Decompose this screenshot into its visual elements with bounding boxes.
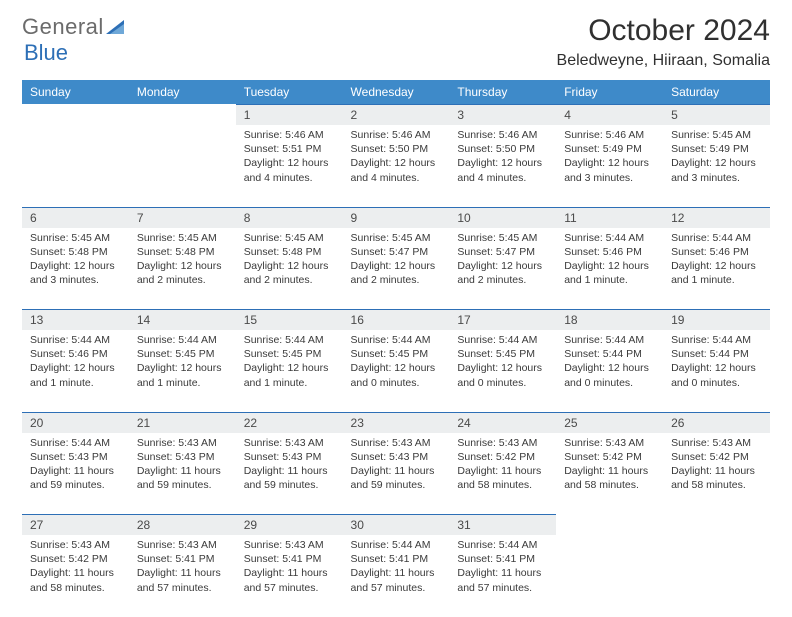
day-number-cell: 13 <box>22 310 129 331</box>
day-info-cell: Sunrise: 5:46 AMSunset: 5:50 PMDaylight:… <box>449 125 556 207</box>
day-number-cell: 16 <box>343 310 450 331</box>
day-info-cell: Sunrise: 5:44 AMSunset: 5:46 PMDaylight:… <box>556 228 663 310</box>
day-number-cell <box>663 515 770 536</box>
day-info-cell: Sunrise: 5:43 AMSunset: 5:41 PMDaylight:… <box>129 535 236 617</box>
weekday-header-row: Sunday Monday Tuesday Wednesday Thursday… <box>22 80 770 105</box>
day-number-cell: 10 <box>449 207 556 228</box>
day-info-cell: Sunrise: 5:44 AMSunset: 5:45 PMDaylight:… <box>129 330 236 412</box>
day-info-row: Sunrise: 5:43 AMSunset: 5:42 PMDaylight:… <box>22 535 770 617</box>
day-info-cell: Sunrise: 5:44 AMSunset: 5:45 PMDaylight:… <box>236 330 343 412</box>
day-number-cell: 17 <box>449 310 556 331</box>
day-info-cell: Sunrise: 5:43 AMSunset: 5:42 PMDaylight:… <box>663 433 770 515</box>
day-info-cell: Sunrise: 5:43 AMSunset: 5:42 PMDaylight:… <box>449 433 556 515</box>
day-number-cell: 15 <box>236 310 343 331</box>
logo-triangle-icon <box>106 18 128 36</box>
day-info-cell <box>663 535 770 617</box>
weekday-header: Sunday <box>22 80 129 105</box>
day-number-cell <box>556 515 663 536</box>
day-info-cell: Sunrise: 5:45 AMSunset: 5:48 PMDaylight:… <box>129 228 236 310</box>
day-info-cell: Sunrise: 5:46 AMSunset: 5:50 PMDaylight:… <box>343 125 450 207</box>
logo-text-2: Blue <box>24 40 68 66</box>
day-number-cell: 11 <box>556 207 663 228</box>
day-number-cell: 28 <box>129 515 236 536</box>
day-number-cell: 6 <box>22 207 129 228</box>
day-number-cell: 8 <box>236 207 343 228</box>
day-number-cell: 24 <box>449 412 556 433</box>
day-number-cell: 12 <box>663 207 770 228</box>
day-info-cell: Sunrise: 5:44 AMSunset: 5:44 PMDaylight:… <box>556 330 663 412</box>
day-number-row: 12345 <box>22 105 770 126</box>
day-info-cell: Sunrise: 5:46 AMSunset: 5:51 PMDaylight:… <box>236 125 343 207</box>
day-info-cell: Sunrise: 5:45 AMSunset: 5:47 PMDaylight:… <box>449 228 556 310</box>
day-number-cell: 21 <box>129 412 236 433</box>
day-number-row: 13141516171819 <box>22 310 770 331</box>
day-info-cell: Sunrise: 5:44 AMSunset: 5:44 PMDaylight:… <box>663 330 770 412</box>
day-number-cell <box>129 105 236 126</box>
day-info-row: Sunrise: 5:44 AMSunset: 5:46 PMDaylight:… <box>22 330 770 412</box>
day-info-cell: Sunrise: 5:43 AMSunset: 5:43 PMDaylight:… <box>236 433 343 515</box>
day-number-cell: 3 <box>449 105 556 126</box>
day-number-cell: 5 <box>663 105 770 126</box>
day-info-cell: Sunrise: 5:44 AMSunset: 5:45 PMDaylight:… <box>449 330 556 412</box>
day-number-cell: 30 <box>343 515 450 536</box>
day-info-cell: Sunrise: 5:44 AMSunset: 5:41 PMDaylight:… <box>449 535 556 617</box>
day-info-cell: Sunrise: 5:43 AMSunset: 5:43 PMDaylight:… <box>129 433 236 515</box>
day-number-cell: 31 <box>449 515 556 536</box>
logo: General <box>22 14 130 40</box>
day-number-cell: 4 <box>556 105 663 126</box>
day-info-cell: Sunrise: 5:43 AMSunset: 5:41 PMDaylight:… <box>236 535 343 617</box>
day-number-cell: 18 <box>556 310 663 331</box>
day-info-cell: Sunrise: 5:44 AMSunset: 5:46 PMDaylight:… <box>22 330 129 412</box>
day-info-cell: Sunrise: 5:43 AMSunset: 5:42 PMDaylight:… <box>22 535 129 617</box>
day-info-cell <box>129 125 236 207</box>
day-info-cell: Sunrise: 5:44 AMSunset: 5:45 PMDaylight:… <box>343 330 450 412</box>
day-number-cell: 2 <box>343 105 450 126</box>
day-info-cell <box>22 125 129 207</box>
day-info-cell: Sunrise: 5:43 AMSunset: 5:42 PMDaylight:… <box>556 433 663 515</box>
day-number-cell: 9 <box>343 207 450 228</box>
weekday-header: Monday <box>129 80 236 105</box>
day-number-row: 2728293031 <box>22 515 770 536</box>
day-number-cell: 23 <box>343 412 450 433</box>
weekday-header: Wednesday <box>343 80 450 105</box>
day-number-cell: 20 <box>22 412 129 433</box>
day-info-cell: Sunrise: 5:45 AMSunset: 5:47 PMDaylight:… <box>343 228 450 310</box>
day-number-cell: 1 <box>236 105 343 126</box>
weekday-header: Tuesday <box>236 80 343 105</box>
day-number-row: 6789101112 <box>22 207 770 228</box>
day-info-cell: Sunrise: 5:44 AMSunset: 5:43 PMDaylight:… <box>22 433 129 515</box>
day-info-cell: Sunrise: 5:44 AMSunset: 5:46 PMDaylight:… <box>663 228 770 310</box>
title-block: October 2024 Beledweyne, Hiiraan, Somali… <box>557 14 770 70</box>
weekday-header: Saturday <box>663 80 770 105</box>
day-info-cell: Sunrise: 5:45 AMSunset: 5:49 PMDaylight:… <box>663 125 770 207</box>
day-info-cell: Sunrise: 5:44 AMSunset: 5:41 PMDaylight:… <box>343 535 450 617</box>
day-info-row: Sunrise: 5:44 AMSunset: 5:43 PMDaylight:… <box>22 433 770 515</box>
location: Beledweyne, Hiiraan, Somalia <box>557 52 770 70</box>
day-number-cell: 19 <box>663 310 770 331</box>
day-info-row: Sunrise: 5:45 AMSunset: 5:48 PMDaylight:… <box>22 228 770 310</box>
day-number-cell: 7 <box>129 207 236 228</box>
weekday-header: Thursday <box>449 80 556 105</box>
day-info-row: Sunrise: 5:46 AMSunset: 5:51 PMDaylight:… <box>22 125 770 207</box>
logo-text-1: General <box>22 14 104 40</box>
day-number-cell <box>22 105 129 126</box>
day-info-cell: Sunrise: 5:45 AMSunset: 5:48 PMDaylight:… <box>22 228 129 310</box>
day-number-cell: 27 <box>22 515 129 536</box>
day-info-cell <box>556 535 663 617</box>
day-number-cell: 14 <box>129 310 236 331</box>
header: General October 2024 Beledweyne, Hiiraan… <box>22 14 770 70</box>
day-info-cell: Sunrise: 5:43 AMSunset: 5:43 PMDaylight:… <box>343 433 450 515</box>
calendar-table: Sunday Monday Tuesday Wednesday Thursday… <box>22 80 770 617</box>
day-number-cell: 22 <box>236 412 343 433</box>
page-title: October 2024 <box>557 14 770 48</box>
day-number-cell: 25 <box>556 412 663 433</box>
day-info-cell: Sunrise: 5:46 AMSunset: 5:49 PMDaylight:… <box>556 125 663 207</box>
day-number-cell: 29 <box>236 515 343 536</box>
weekday-header: Friday <box>556 80 663 105</box>
day-info-cell: Sunrise: 5:45 AMSunset: 5:48 PMDaylight:… <box>236 228 343 310</box>
day-number-cell: 26 <box>663 412 770 433</box>
day-number-row: 20212223242526 <box>22 412 770 433</box>
